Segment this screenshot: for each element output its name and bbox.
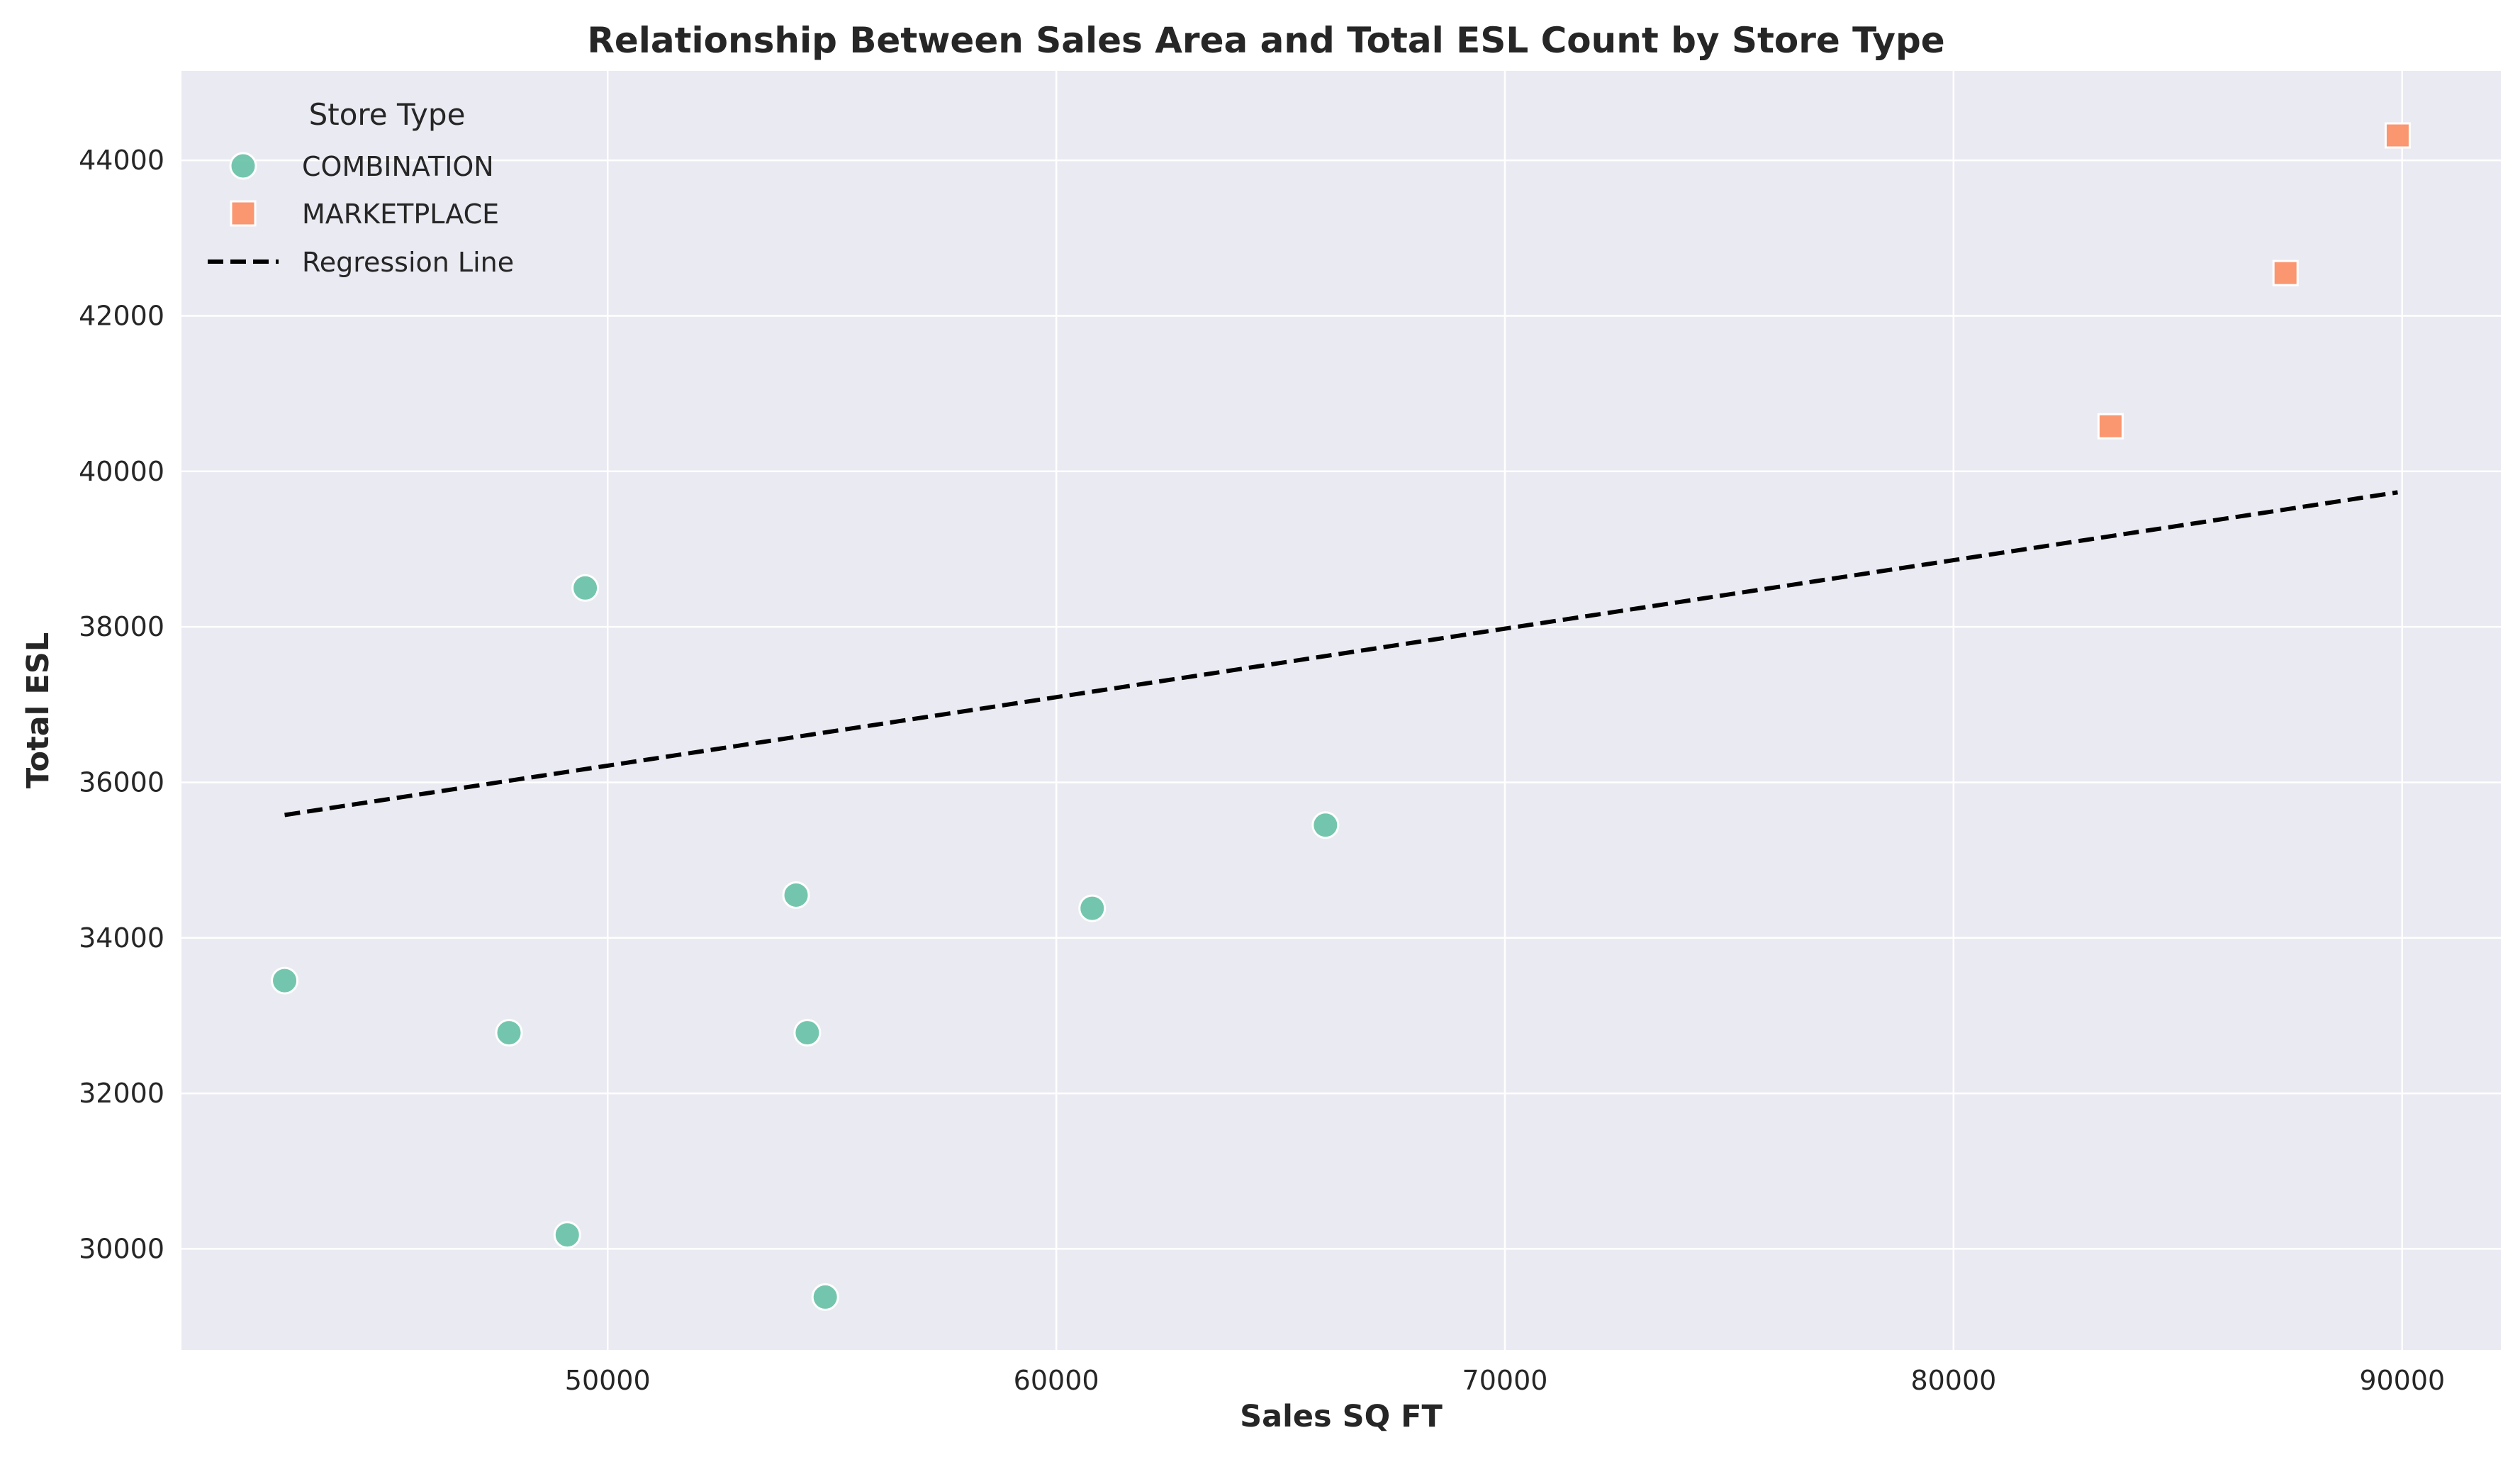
x-tick-label: 70000 [1462,1365,1548,1396]
combination-point [571,574,600,602]
x-tick-label: 60000 [1014,1365,1099,1396]
legend-title: Store Type [309,97,466,132]
y-tick-label: 38000 [79,611,164,642]
legend-label-marketplace: MARKETPLACE [302,199,499,230]
regression-line-path [284,490,2398,817]
y-axis-ticks: 30000 32000 34000 36000 38000 40000 42000 44000 [79,145,164,1264]
y-tick-label: 36000 [79,766,164,798]
grid-lines [181,71,2501,1350]
legend-marker-marketplace [230,200,257,227]
combination-point [271,966,299,995]
legend-marker-combination [229,152,257,180]
y-tick-label: 32000 [79,1078,164,1109]
combination-point [811,1283,839,1311]
x-axis-ticks: 50000 60000 70000 80000 90000 [565,1365,2445,1396]
marketplace-point [2097,413,2124,440]
chart-title: Relationship Between Sales Area and Tota… [587,20,1944,61]
legend-label-combination: COMBINATION [302,151,494,182]
x-tick-label: 50000 [565,1365,651,1396]
data-points [271,122,2411,1311]
marketplace-point [2384,122,2411,149]
y-axis-label: Total ESL [21,632,56,788]
legend-label-regression: Regression Line [302,247,514,278]
combination-point [793,1019,822,1047]
y-tick-label: 44000 [79,145,164,176]
combination-point [782,881,810,909]
y-tick-label: 40000 [79,456,164,487]
marketplace-point [2272,259,2299,286]
combination-point [553,1221,581,1249]
x-axis-label: Sales SQ FT [1240,1399,1443,1434]
y-tick-label: 34000 [79,922,164,954]
legend: Store Type COMBINATION MARKETPLACE Regress… [208,97,514,278]
combination-point [1311,811,1340,839]
y-tick-label: 30000 [79,1233,164,1264]
combination-point [1078,894,1107,922]
x-tick-label: 80000 [1910,1365,1996,1396]
plot-area [181,71,2501,1350]
regression-line [284,490,2398,817]
combination-point [495,1019,523,1047]
x-tick-label: 90000 [2359,1365,2445,1396]
y-tick-label: 42000 [79,300,164,331]
